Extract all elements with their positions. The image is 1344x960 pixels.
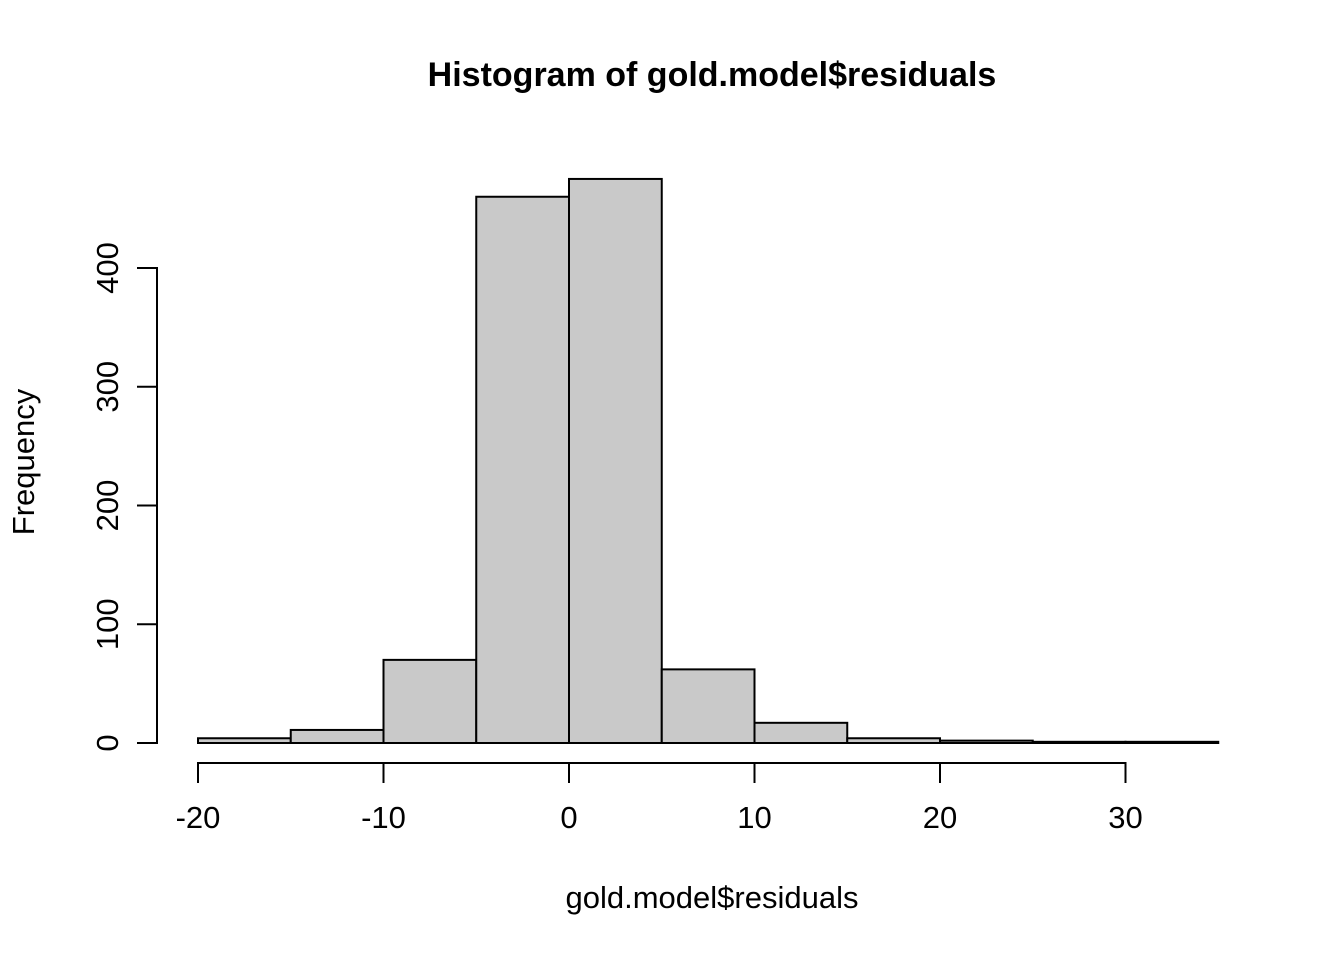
histogram-bar	[753, 721, 849, 744]
histogram-bar	[846, 737, 941, 744]
y-axis-tick-label: 200	[90, 480, 125, 532]
histogram-bar	[939, 739, 1034, 744]
histogram-bar	[568, 177, 663, 744]
x-axis-tick-label: -20	[176, 800, 221, 835]
histogram-bar	[475, 195, 570, 744]
x-axis-tick-label: 10	[737, 800, 771, 835]
chart-title: Histogram of gold.model$residuals	[427, 56, 997, 94]
x-axis-tick-label: 20	[923, 800, 957, 835]
y-axis-tick-label: 400	[90, 242, 125, 294]
histogram-bar	[1031, 740, 1127, 744]
histogram-bar	[1124, 740, 1220, 744]
histogram-bar	[660, 668, 756, 744]
histogram-bar	[197, 737, 292, 744]
x-axis-title: gold.model$residuals	[565, 880, 859, 915]
x-axis-tick-label: 30	[1108, 800, 1142, 835]
y-axis-tick-label: 100	[90, 598, 125, 650]
histogram-bar	[382, 658, 478, 744]
x-axis-tick-label: 0	[560, 800, 577, 835]
y-axis-tick-label: 0	[90, 734, 125, 751]
y-axis-tick-label: 300	[90, 361, 125, 413]
x-axis-tick-label: -10	[361, 800, 406, 835]
histogram-bar	[289, 728, 385, 744]
